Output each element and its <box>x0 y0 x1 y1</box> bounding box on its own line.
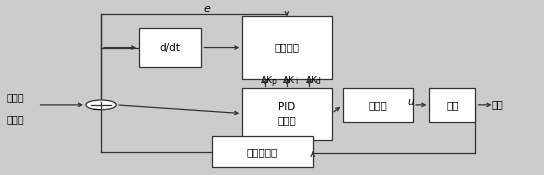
Text: 输出: 输出 <box>492 99 504 109</box>
Text: d/dt: d/dt <box>160 43 181 52</box>
Text: u: u <box>407 97 413 107</box>
Text: 实际值: 实际值 <box>6 114 24 124</box>
Text: d: d <box>316 77 321 86</box>
Text: 给定值: 给定值 <box>6 92 24 102</box>
Text: i: i <box>295 77 297 86</box>
FancyBboxPatch shape <box>429 88 475 122</box>
FancyBboxPatch shape <box>139 29 201 67</box>
Text: p: p <box>271 77 276 86</box>
FancyBboxPatch shape <box>212 136 313 167</box>
Text: PID
调节器: PID 调节器 <box>277 102 296 125</box>
Text: 模糊推理: 模糊推理 <box>274 43 299 52</box>
Text: 旋转编码器: 旋转编码器 <box>247 147 278 157</box>
FancyBboxPatch shape <box>242 88 332 140</box>
Text: ΔK: ΔK <box>283 76 295 85</box>
Text: 电机: 电机 <box>446 100 459 110</box>
Text: 变频器: 变频器 <box>368 100 387 110</box>
Text: −: − <box>92 105 101 115</box>
FancyBboxPatch shape <box>242 16 332 79</box>
FancyBboxPatch shape <box>343 88 413 122</box>
Circle shape <box>86 100 116 110</box>
Text: e: e <box>203 4 211 13</box>
Text: ΔK: ΔK <box>261 76 273 85</box>
Text: ΔK: ΔK <box>306 76 318 85</box>
